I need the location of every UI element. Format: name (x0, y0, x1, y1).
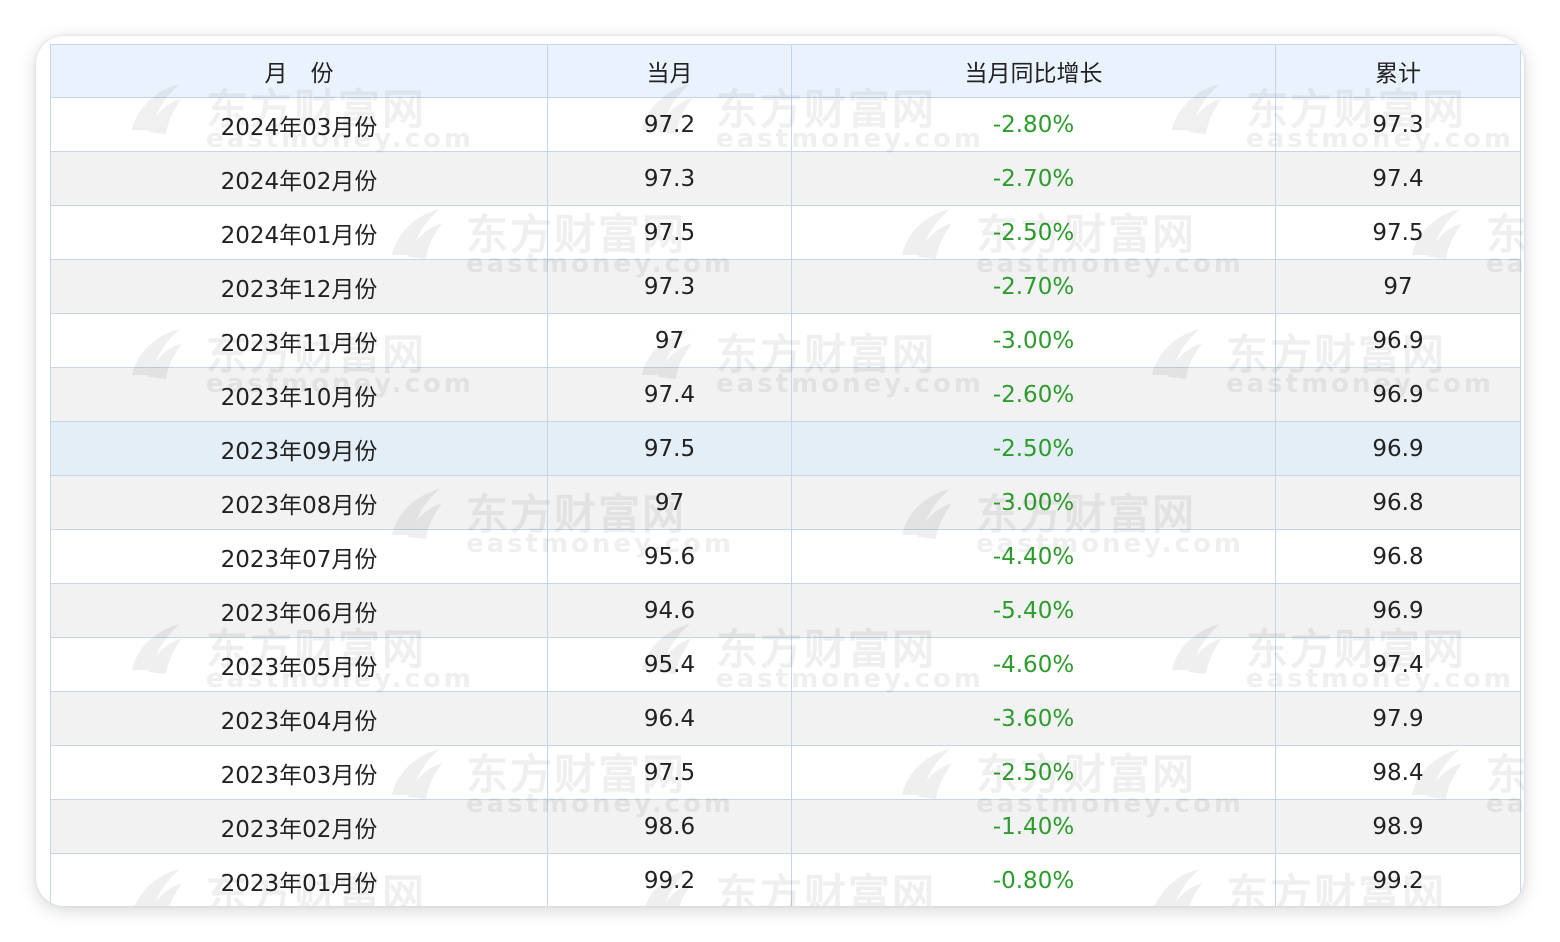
column-header-month[interactable]: 月 份 (50, 44, 548, 98)
cell-current: 97.4 (547, 367, 792, 422)
table-row[interactable]: 2023年09月份 97.5 -2.50% 96.9 (50, 421, 1521, 476)
cell-current: 97.3 (547, 151, 792, 206)
cell-cumulative: 97.5 (1275, 205, 1521, 260)
cell-month: 2023年10月份 (50, 367, 548, 422)
cell-month: 2023年12月份 (50, 259, 548, 314)
cell-cumulative: 96.9 (1275, 421, 1521, 476)
table-row[interactable]: 2024年03月份 97.2 -2.80% 97.3 (50, 97, 1521, 152)
cell-yoy-growth: -3.00% (791, 313, 1276, 368)
cell-month: 2023年08月份 (50, 475, 548, 530)
cell-current: 97.5 (547, 421, 792, 476)
table-row[interactable]: 2023年02月份 98.6 -1.40% 98.9 (50, 799, 1521, 854)
cell-yoy-growth: -4.40% (791, 529, 1276, 584)
cell-yoy-growth: -4.60% (791, 637, 1276, 692)
table-row[interactable]: 2023年06月份 94.6 -5.40% 96.9 (50, 583, 1521, 638)
cell-month: 2024年02月份 (50, 151, 548, 206)
cell-month: 2023年11月份 (50, 313, 548, 368)
cell-current: 97 (547, 475, 792, 530)
table-row[interactable]: 2023年05月份 95.4 -4.60% 97.4 (50, 637, 1521, 692)
cell-month: 2024年03月份 (50, 97, 548, 152)
cell-yoy-growth: -0.80% (791, 853, 1276, 906)
cell-yoy-growth: -1.40% (791, 799, 1276, 854)
cell-yoy-growth: -3.00% (791, 475, 1276, 530)
cell-cumulative: 97.4 (1275, 637, 1521, 692)
cell-current: 98.6 (547, 799, 792, 854)
cell-cumulative: 97 (1275, 259, 1521, 314)
table-row[interactable]: 2023年04月份 96.4 -3.60% 97.9 (50, 691, 1521, 746)
cell-month: 2024年01月份 (50, 205, 548, 260)
cell-yoy-growth: -2.60% (791, 367, 1276, 422)
cell-current: 97 (547, 313, 792, 368)
cell-yoy-growth: -5.40% (791, 583, 1276, 638)
cell-current: 97.2 (547, 97, 792, 152)
cell-cumulative: 96.8 (1275, 475, 1521, 530)
table-row[interactable]: 2023年10月份 97.4 -2.60% 96.9 (50, 367, 1521, 422)
cell-month: 2023年01月份 (50, 853, 548, 906)
column-header-yoy-growth[interactable]: 当月同比增长 (791, 44, 1276, 98)
table-row[interactable]: 2023年08月份 97 -3.00% 96.8 (50, 475, 1521, 530)
cell-yoy-growth: -2.70% (791, 151, 1276, 206)
cell-cumulative: 96.8 (1275, 529, 1521, 584)
table-row[interactable]: 2023年07月份 95.6 -4.40% 96.8 (50, 529, 1521, 584)
table-row[interactable]: 2023年03月份 97.5 -2.50% 98.4 (50, 745, 1521, 800)
cell-cumulative: 98.9 (1275, 799, 1521, 854)
cell-cumulative: 96.9 (1275, 313, 1521, 368)
cell-month: 2023年02月份 (50, 799, 548, 854)
cell-cumulative: 99.2 (1275, 853, 1521, 906)
cell-current: 95.4 (547, 637, 792, 692)
cell-current: 99.2 (547, 853, 792, 906)
table-row[interactable]: 2023年01月份 99.2 -0.80% 99.2 (50, 853, 1521, 906)
table-row[interactable]: 2024年01月份 97.5 -2.50% 97.5 (50, 205, 1521, 260)
cell-current: 95.6 (547, 529, 792, 584)
cell-month: 2023年05月份 (50, 637, 548, 692)
table-header-row: 月 份 当月 当月同比增长 累计 (50, 44, 1521, 98)
cell-current: 94.6 (547, 583, 792, 638)
table-row[interactable]: 2024年02月份 97.3 -2.70% 97.4 (50, 151, 1521, 206)
cell-month: 2023年04月份 (50, 691, 548, 746)
cell-month: 2023年06月份 (50, 583, 548, 638)
cell-cumulative: 97.4 (1275, 151, 1521, 206)
cell-cumulative: 96.9 (1275, 367, 1521, 422)
cell-cumulative: 97.3 (1275, 97, 1521, 152)
table-row[interactable]: 2023年12月份 97.3 -2.70% 97 (50, 259, 1521, 314)
cell-yoy-growth: -2.50% (791, 205, 1276, 260)
cpi-data-table: 月 份 当月 当月同比增长 累计 2024年03月份 97.2 -2.80% 97.3… (50, 44, 1521, 906)
cell-current: 97.3 (547, 259, 792, 314)
cell-yoy-growth: -2.50% (791, 421, 1276, 476)
cell-yoy-growth: -2.80% (791, 97, 1276, 152)
cell-month: 2023年09月份 (50, 421, 548, 476)
cell-cumulative: 97.9 (1275, 691, 1521, 746)
cell-cumulative: 98.4 (1275, 745, 1521, 800)
cell-yoy-growth: -2.50% (791, 745, 1276, 800)
cell-month: 2023年07月份 (50, 529, 548, 584)
cell-current: 96.4 (547, 691, 792, 746)
data-table-card: 月 份 当月 当月同比增长 累计 2024年03月份 97.2 -2.80% 97.3… (36, 36, 1524, 906)
cell-cumulative: 96.9 (1275, 583, 1521, 638)
cell-month: 2023年03月份 (50, 745, 548, 800)
cell-current: 97.5 (547, 745, 792, 800)
column-header-cumulative[interactable]: 累计 (1275, 44, 1521, 98)
cell-yoy-growth: -2.70% (791, 259, 1276, 314)
column-header-current[interactable]: 当月 (547, 44, 792, 98)
cell-current: 97.5 (547, 205, 792, 260)
cell-yoy-growth: -3.60% (791, 691, 1276, 746)
table-row[interactable]: 2023年11月份 97 -3.00% 96.9 (50, 313, 1521, 368)
